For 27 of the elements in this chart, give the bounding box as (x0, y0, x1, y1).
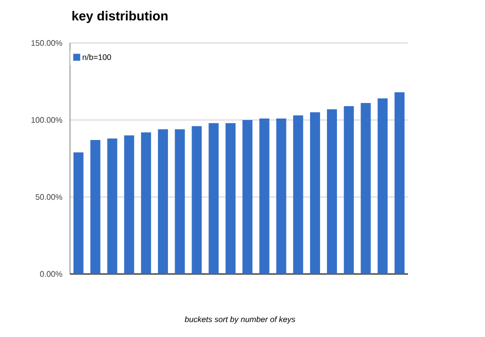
bar (158, 129, 168, 274)
bar (141, 132, 152, 274)
bar (242, 120, 252, 274)
y-tick-label: 100.00% (32, 117, 62, 123)
x-axis-title: buckets sort by number of keys (184, 316, 296, 324)
bar (293, 115, 304, 274)
legend-label: n/b=100 (82, 54, 112, 60)
bar (378, 98, 388, 274)
bar (208, 123, 219, 274)
bar (192, 126, 202, 274)
bar (174, 129, 185, 274)
y-tick-label: 50.00% (36, 194, 62, 200)
y-tick-label: 150.00% (32, 40, 62, 46)
bar (276, 118, 286, 274)
bar (394, 92, 405, 274)
bar (107, 138, 118, 274)
bar (124, 135, 134, 274)
bar (344, 106, 354, 274)
y-tick-label: 0.00% (40, 271, 62, 277)
bar (259, 118, 270, 274)
bar (226, 123, 236, 274)
bar (73, 152, 84, 274)
bar (360, 103, 371, 274)
bar (310, 112, 320, 274)
bar (90, 140, 100, 274)
bar (326, 109, 337, 274)
chart-title: key distribution (72, 10, 168, 24)
